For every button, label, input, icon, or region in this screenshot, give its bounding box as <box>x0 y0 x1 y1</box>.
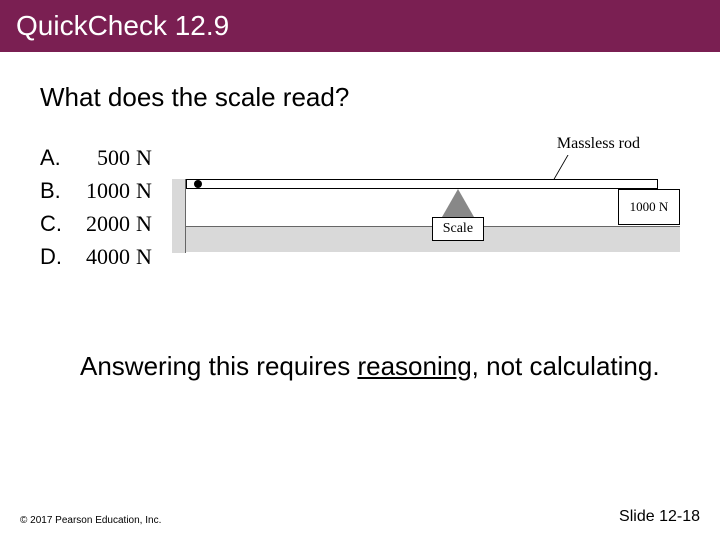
rod <box>186 179 658 189</box>
option-letter: A. <box>40 141 70 174</box>
option-letter: B. <box>40 174 70 207</box>
option-value: 2000 <box>70 207 130 240</box>
option-unit: N <box>130 207 152 240</box>
hint-text: Answering this requires reasoning, not c… <box>80 351 680 382</box>
scale-box: Scale <box>432 217 484 241</box>
footer-slide-number: Slide 12-18 <box>619 508 700 526</box>
option-d: D. 4000 N <box>40 240 152 273</box>
label-leader-line <box>552 155 597 181</box>
title-bar: QuickCheck 12.9 <box>0 0 720 52</box>
hint-underlined: reasoning <box>357 351 471 381</box>
question-text: What does the scale read? <box>40 82 680 113</box>
content-area: What does the scale read? A. 500 N B. 10… <box>0 52 720 382</box>
pivot-dot <box>194 180 202 188</box>
option-letter: D. <box>40 240 70 273</box>
option-value: 1000 <box>70 174 130 207</box>
option-value: 4000 <box>70 240 130 273</box>
hint-suffix: , not calculating. <box>472 351 660 381</box>
option-value: 500 <box>70 141 130 174</box>
massless-rod-label: Massless rod <box>557 135 640 153</box>
main-row: A. 500 N B. 1000 N C. 2000 N D. 4000 N M… <box>40 141 680 291</box>
wall-block <box>172 179 186 253</box>
option-letter: C. <box>40 207 70 240</box>
footer-copyright: © 2017 Pearson Education, Inc. <box>20 515 161 526</box>
fulcrum-triangle <box>442 189 474 217</box>
option-b: B. 1000 N <box>40 174 152 207</box>
option-unit: N <box>130 174 152 207</box>
hint-prefix: Answering this requires <box>80 351 357 381</box>
option-unit: N <box>130 240 152 273</box>
options-list: A. 500 N B. 1000 N C. 2000 N D. 4000 N <box>40 141 152 273</box>
title-text: QuickCheck 12.9 <box>16 10 229 41</box>
ground-block <box>172 226 680 252</box>
option-a: A. 500 N <box>40 141 152 174</box>
option-unit: N <box>130 141 152 174</box>
option-c: C. 2000 N <box>40 207 152 240</box>
diagram: Massless rod Scale 1000 N <box>172 141 680 291</box>
weight-box: 1000 N <box>618 189 680 225</box>
